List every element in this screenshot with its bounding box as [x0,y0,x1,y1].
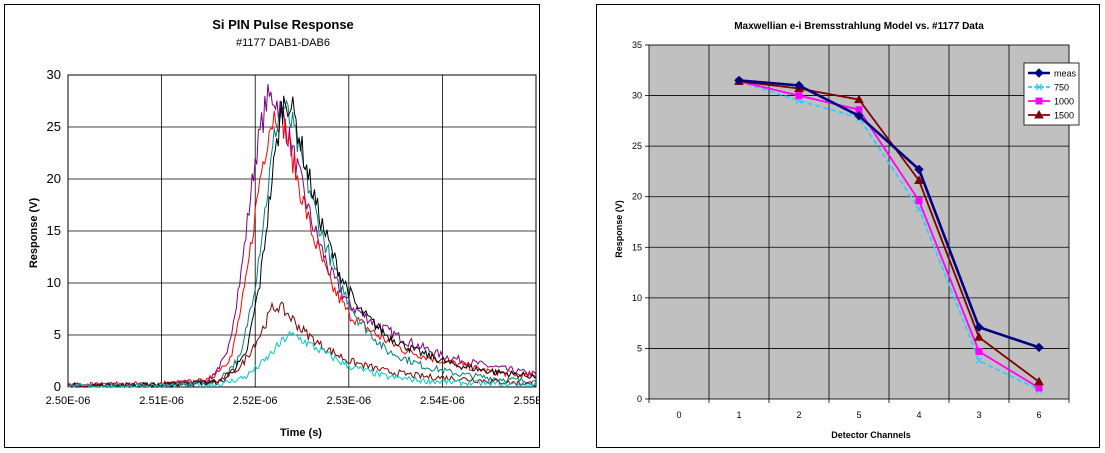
data-point [1035,97,1043,105]
legend-label: 1500 [1054,111,1074,121]
y-tick-label: 5 [637,343,642,353]
x-tick-label: 1 [736,410,741,420]
y-tick-label: 0 [637,394,642,404]
data-point [1035,384,1043,392]
x-tick-label: 2 [796,410,801,420]
x-tick-label: 2.51E-06 [139,395,184,407]
legend-label: 750 [1054,83,1069,93]
bremsstrahlung-model-svg: Maxwellian e-i Bremsstrahlung Model vs. … [614,21,1080,440]
y-axis-label: Response (V) [614,200,624,258]
legend: meas 750 1000 1500 [1023,62,1080,126]
y-tick-label: 25 [632,141,642,151]
data-point [854,111,864,121]
data-point [974,332,984,341]
y-tick-label: 20 [47,171,61,186]
x-tick-label: 2.52E-06 [233,395,278,407]
x-tick-label: 4 [916,410,921,420]
y-tick-label: 5 [54,327,61,342]
x-tick-label: 2.55E-06 [514,395,539,407]
y-tick-label: 10 [632,293,642,303]
data-point [915,197,923,205]
chart-title: Si PIN Pulse Response [212,17,354,32]
x-tick-label: 0 [676,410,681,420]
data-point [975,357,983,365]
series-line [67,107,537,389]
data-point [914,175,924,185]
chart-subtitle: #1177 DAB1-DAB6 [236,37,330,49]
x-tick-label: 2.53E-06 [326,395,371,407]
y-tick-label: 15 [632,242,642,252]
plot-area [67,74,537,388]
chart-title: Maxwellian e-i Bremsstrahlung Model vs. … [734,21,984,32]
data-point [914,164,924,175]
data-point [734,75,744,86]
y-tick-label: 20 [632,192,642,202]
legend-label: 1000 [1054,97,1074,107]
pulse-response-chart: Si PIN Pulse Response #1177 DAB1-DAB6 Ti… [4,4,540,448]
y-tick-label: 25 [47,119,61,134]
legend-label: meas [1054,69,1077,79]
y-tick-label: 10 [47,275,61,290]
bremsstrahlung-model-chart: Maxwellian e-i Bremsstrahlung Model vs. … [596,4,1100,448]
y-tick-label: 30 [47,67,61,82]
x-tick-label: 2.50E-06 [46,395,91,407]
x-tick-label: 5 [856,410,861,420]
y-axis-label: Response (V) [28,198,40,269]
data-point [1034,376,1044,386]
series-line-750 [738,80,1040,391]
series-line [68,95,537,389]
data-point [1034,109,1044,119]
series-line [68,330,537,389]
pulse-response-svg: Si PIN Pulse Response #1177 DAB1-DAB6 Ti… [28,17,539,439]
x-axis-label: Detector Channels [831,430,911,440]
data-point [975,347,983,355]
data-point [974,322,984,332]
x-axis-label: Time (s) [280,427,322,439]
series-line-1000 [738,80,1040,389]
data-point [1034,342,1044,353]
data-point [794,80,804,91]
data-point [1034,68,1044,78]
x-tick-label: 2.54E-06 [420,395,465,407]
y-tick-label: 35 [632,40,642,50]
data-point [795,92,803,100]
data-point [1035,83,1043,91]
y-tick-label: 0 [54,379,61,394]
data-point [854,94,864,104]
x-tick-label: 6 [1036,410,1041,420]
series-line-meas [738,79,1040,349]
y-tick-label: 15 [47,223,61,238]
series-line-1500 [738,80,1040,383]
x-tick-label: 3 [976,410,981,420]
y-tick-label: 30 [632,91,642,101]
